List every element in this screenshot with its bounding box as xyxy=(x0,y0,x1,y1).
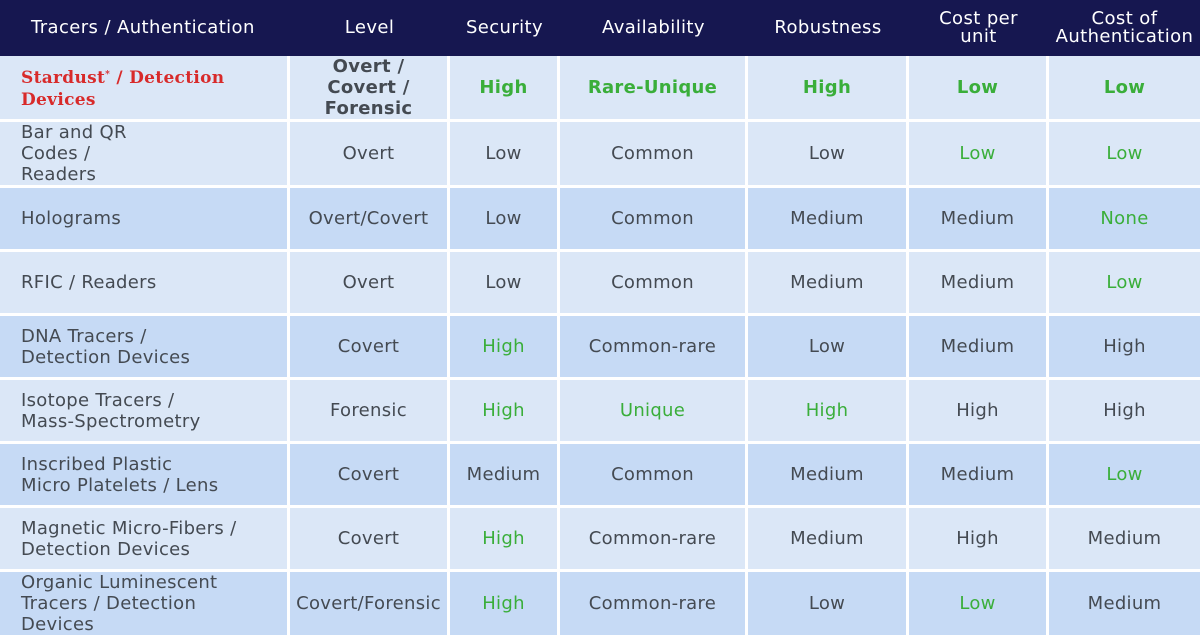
cell-security: High xyxy=(450,572,560,635)
table-row: Bar and QR Codes / Readers Overt Low Com… xyxy=(0,122,1200,188)
cell-level: Covert xyxy=(290,444,450,508)
row-name: Bar and QR Codes / Readers xyxy=(0,122,290,188)
cell-cost-unit: Medium xyxy=(909,188,1049,252)
header-tracers: Tracers / Authentication xyxy=(0,0,290,56)
cell-cost-auth: High xyxy=(1049,380,1200,444)
row-name: RFIC / Readers xyxy=(0,252,290,316)
cell-cost-auth: Low xyxy=(1049,444,1200,508)
table-row: Holograms Overt/Covert Low Common Medium… xyxy=(0,188,1200,252)
cell-security: High xyxy=(450,56,560,122)
table-row: DNA Tracers / Detection Devices Covert H… xyxy=(0,316,1200,380)
cell-level: Covert xyxy=(290,316,450,380)
cell-cost-unit: Medium xyxy=(909,444,1049,508)
row-name: Holograms xyxy=(0,188,290,252)
row-name: Stardust* / Detection Devices xyxy=(0,56,290,122)
row-name: DNA Tracers / Detection Devices xyxy=(0,316,290,380)
cell-cost-auth: High xyxy=(1049,316,1200,380)
cell-security: Low xyxy=(450,252,560,316)
row-name: Organic Luminescent Tracers / Detection … xyxy=(0,572,290,635)
header-row: Tracers / Authentication Level Security … xyxy=(0,0,1200,56)
cell-robustness: Medium xyxy=(748,252,909,316)
cell-cost-unit: Medium xyxy=(909,252,1049,316)
cell-availability: Common xyxy=(560,444,748,508)
cell-security: High xyxy=(450,380,560,444)
cell-cost-auth: Low xyxy=(1049,252,1200,316)
table-row: Isotope Tracers / Mass-Spectrometry Fore… xyxy=(0,380,1200,444)
cell-robustness: Medium xyxy=(748,444,909,508)
cell-cost-auth: Low xyxy=(1049,56,1200,122)
cell-cost-unit: High xyxy=(909,380,1049,444)
cell-level: Overt xyxy=(290,252,450,316)
brand-rest: / Detection Devices xyxy=(21,67,225,110)
header-robustness: Robustness xyxy=(748,0,909,56)
cell-level: Overt/Covert xyxy=(290,188,450,252)
cell-availability: Common-rare xyxy=(560,316,748,380)
cell-cost-unit: Low xyxy=(909,572,1049,635)
table-row: Magnetic Micro-Fibers / Detection Device… xyxy=(0,508,1200,572)
cell-security: High xyxy=(450,316,560,380)
table-row: Organic Luminescent Tracers / Detection … xyxy=(0,572,1200,635)
header-level: Level xyxy=(290,0,450,56)
cell-level: Overt xyxy=(290,122,450,188)
cell-security: Low xyxy=(450,188,560,252)
table-row: RFIC / Readers Overt Low Common Medium M… xyxy=(0,252,1200,316)
cell-robustness: High xyxy=(748,380,909,444)
cell-security: High xyxy=(450,508,560,572)
cell-security: Medium xyxy=(450,444,560,508)
cell-cost-auth: Medium xyxy=(1049,508,1200,572)
cell-cost-unit: Low xyxy=(909,56,1049,122)
cell-robustness: Medium xyxy=(748,508,909,572)
cell-cost-auth: Low xyxy=(1049,122,1200,188)
cell-availability: Common xyxy=(560,252,748,316)
cell-robustness: High xyxy=(748,56,909,122)
header-security: Security xyxy=(450,0,560,56)
cell-cost-auth: None xyxy=(1049,188,1200,252)
header-cost-auth: Cost of Authentication xyxy=(1049,0,1200,56)
cell-security: Low xyxy=(450,122,560,188)
cell-level: Forensic xyxy=(290,380,450,444)
cell-level: Overt / Covert / Forensic xyxy=(290,56,450,122)
cell-level: Covert/Forensic xyxy=(290,572,450,635)
cell-cost-unit: High xyxy=(909,508,1049,572)
cell-level: Covert xyxy=(290,508,450,572)
brand-name: Stardust xyxy=(21,67,106,88)
cell-availability: Common xyxy=(560,188,748,252)
cell-robustness: Low xyxy=(748,572,909,635)
cell-robustness: Medium xyxy=(748,188,909,252)
cell-robustness: Low xyxy=(748,122,909,188)
table-row: Inscribed Plastic Micro Platelets / Lens… xyxy=(0,444,1200,508)
cell-availability: Common xyxy=(560,122,748,188)
cell-cost-unit: Medium xyxy=(909,316,1049,380)
cell-robustness: Low xyxy=(748,316,909,380)
table-row-stardust: Stardust* / Detection Devices Overt / Co… xyxy=(0,56,1200,122)
cell-availability: Rare-Unique xyxy=(560,56,748,122)
brand-mark: * xyxy=(105,69,111,80)
cell-cost-unit: Low xyxy=(909,122,1049,188)
row-name: Magnetic Micro-Fibers / Detection Device… xyxy=(0,508,290,572)
cell-availability: Common-rare xyxy=(560,508,748,572)
header-availability: Availability xyxy=(560,0,748,56)
cell-cost-auth: Medium xyxy=(1049,572,1200,635)
cell-availability: Common-rare xyxy=(560,572,748,635)
row-name: Isotope Tracers / Mass-Spectrometry xyxy=(0,380,290,444)
cell-availability: Unique xyxy=(560,380,748,444)
header-cost-unit: Cost per unit xyxy=(909,0,1049,56)
row-name: Inscribed Plastic Micro Platelets / Lens xyxy=(0,444,290,508)
